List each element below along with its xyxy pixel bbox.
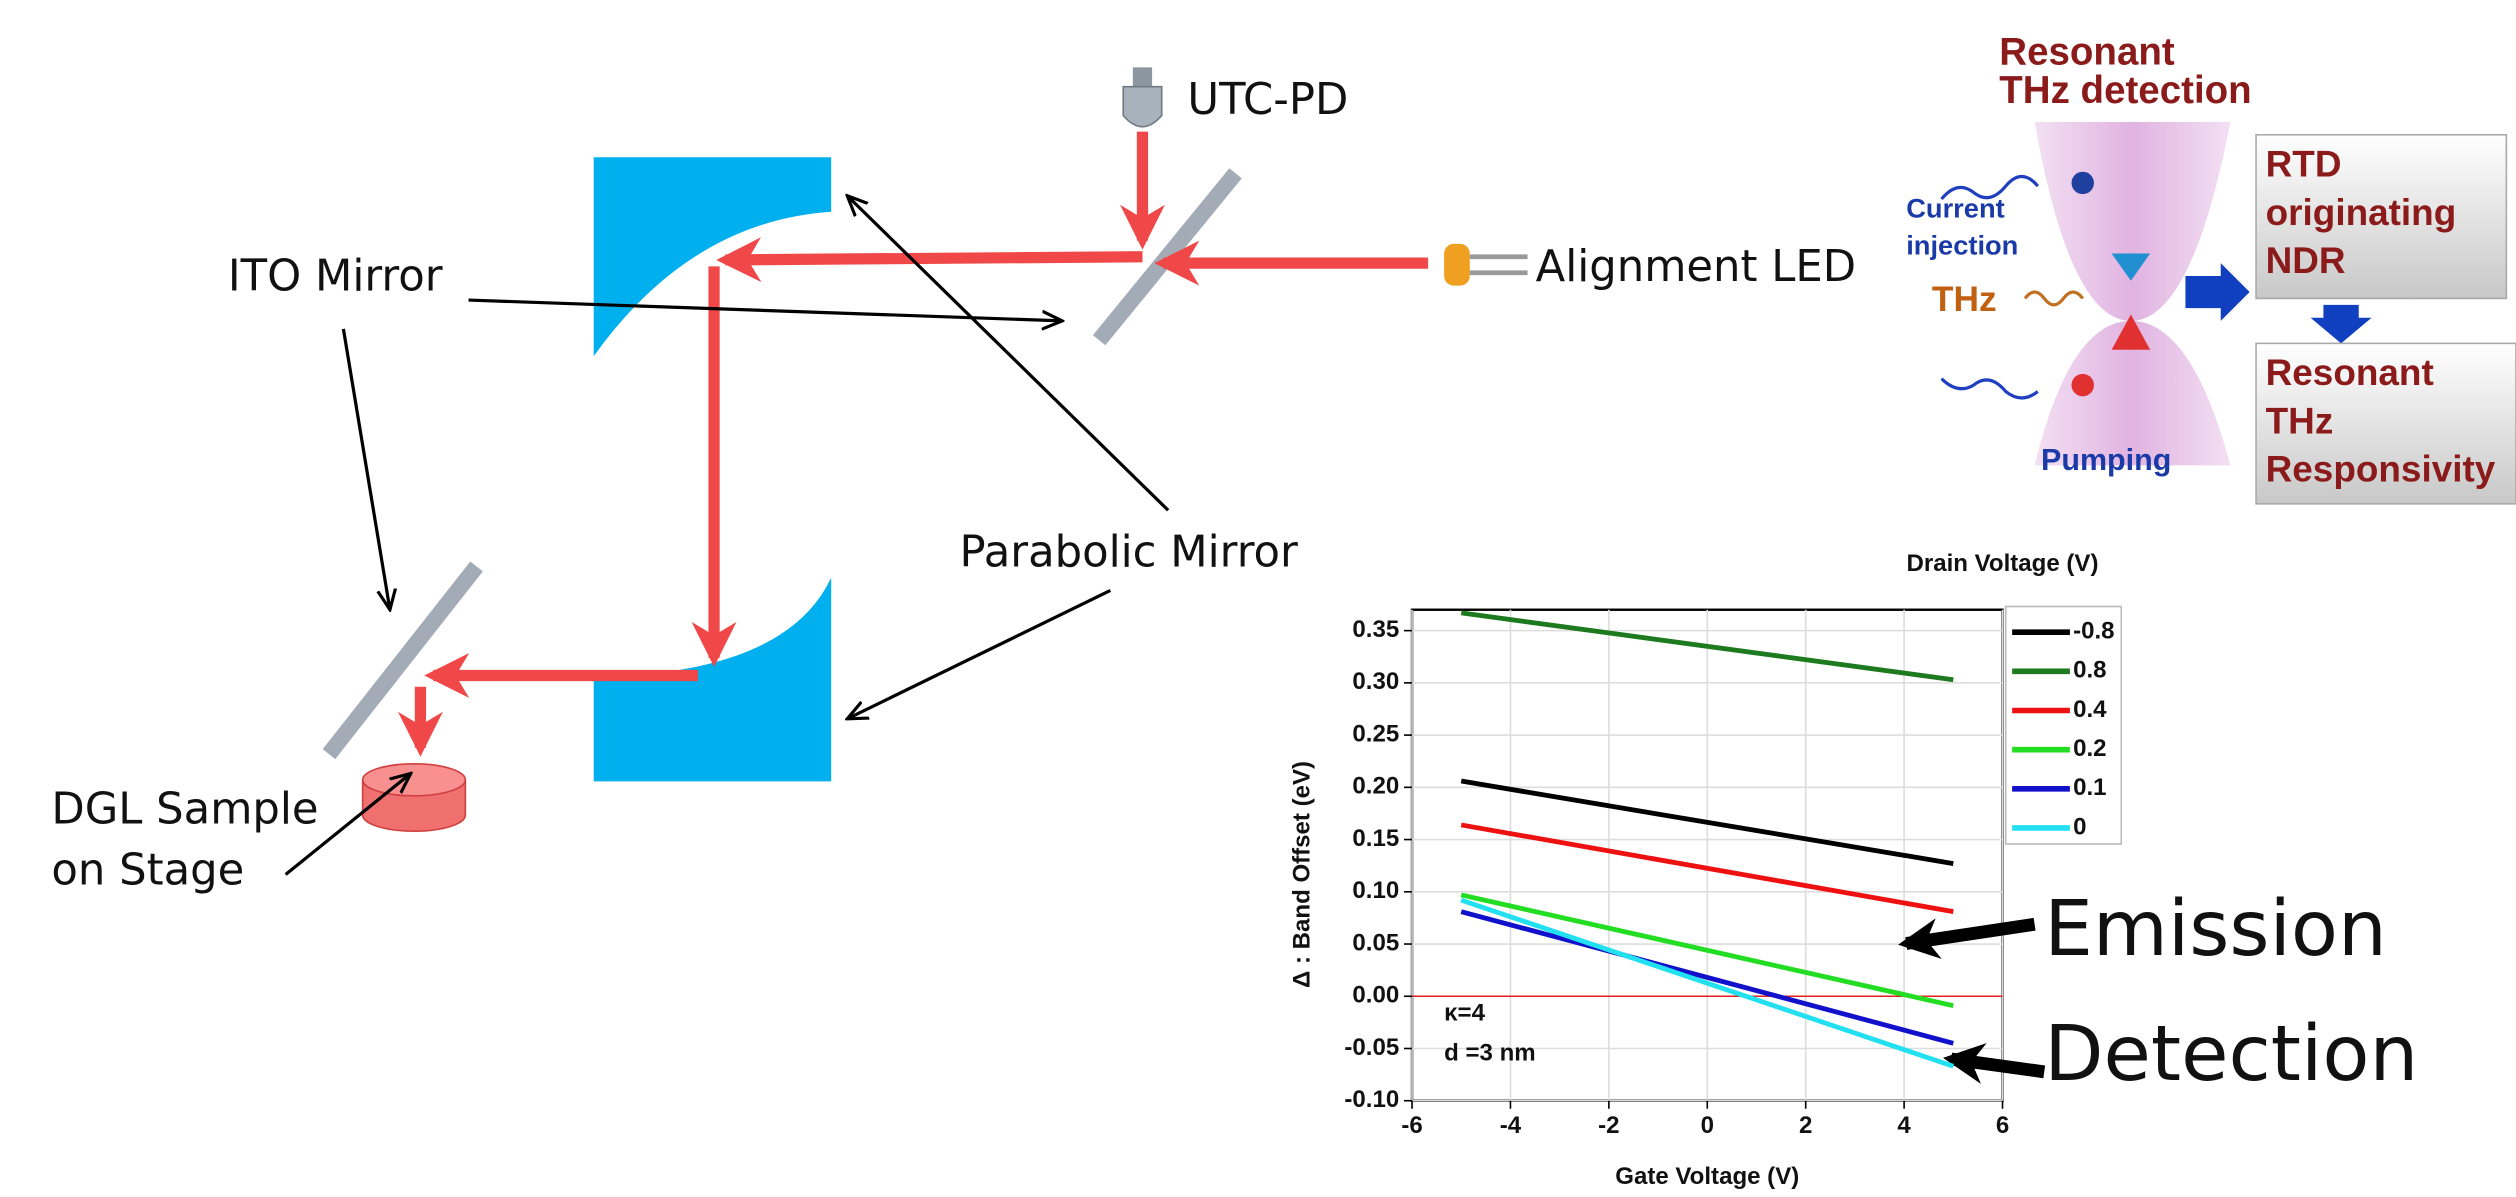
sample: [363, 764, 466, 831]
slide: ITO Mirror UTC-PD Alignment LED Paraboli…: [0, 0, 2516, 1197]
y-tick-label: 0.30: [1352, 668, 1399, 695]
x-tick-label: 4: [1897, 1112, 1911, 1139]
legend-label: 0.4: [2073, 696, 2107, 723]
led-icon: [1444, 244, 1527, 286]
beam: [420, 132, 1428, 748]
inset-label: Current: [1906, 192, 2004, 223]
annotation: Detection: [2044, 1010, 2418, 1099]
x-axis-title: Gate Voltage (V): [1615, 1163, 1799, 1190]
x-tick-label: -6: [1401, 1112, 1422, 1139]
legend-label: -0.8: [2073, 618, 2114, 645]
legend-title: Drain Voltage (V): [1907, 550, 2099, 577]
y-tick-label: 0.10: [1352, 877, 1399, 904]
page: {"diagram":{"ito_mirror":"ITO Mirror","u…: [0, 0, 2516, 1197]
inset-label: Pumping: [2041, 443, 2171, 477]
inset-label: THz: [1932, 280, 1997, 319]
label: DGL Sample: [51, 784, 318, 834]
label: ITO Mirror: [228, 252, 443, 302]
inset-box-text: Responsivity: [2266, 448, 2496, 489]
inset: Resonant THz detection Current injection…: [1906, 31, 2516, 504]
legend-label: 0.1: [2073, 774, 2106, 801]
annotation: κ=4: [1444, 999, 1485, 1026]
label: Alignment LED: [1536, 242, 1857, 292]
label: UTC-PD: [1187, 75, 1348, 125]
chart: Gate Voltage (V) Δ : Band Offset (eV) Dr…: [1288, 550, 2418, 1190]
legend-label: 0: [2073, 813, 2086, 840]
x-tick-label: 6: [1996, 1112, 2009, 1139]
y-tick-label: -0.05: [1344, 1034, 1399, 1061]
y-tick-label: -0.10: [1344, 1086, 1399, 1113]
inset-title: Resonant: [1999, 31, 2175, 74]
inset-box-text: originating: [2266, 192, 2457, 233]
legend-label: 0.8: [2073, 657, 2106, 684]
utc-pd-icon: [1123, 67, 1162, 126]
annotation: d =3 nm: [1444, 1040, 1536, 1067]
ito-mirror: [329, 566, 477, 754]
inset-box-text: Resonant: [2266, 352, 2434, 393]
y-tick-label: 0.25: [1352, 720, 1399, 747]
inset-box-text: NDR: [2266, 240, 2346, 281]
x-tick-label: 0: [1701, 1112, 1714, 1139]
y-tick-label: 0.00: [1352, 982, 1399, 1009]
label: on Stage: [51, 845, 244, 895]
inset-title: THz detection: [1999, 69, 2251, 112]
label: Parabolic Mirror: [960, 528, 1299, 578]
x-tick-label: 2: [1799, 1112, 1812, 1139]
y-tick-label: 0.05: [1352, 929, 1399, 956]
y-tick-label: 0.15: [1352, 825, 1399, 852]
inset-label: injection: [1906, 229, 2018, 260]
legend-label: 0.2: [2073, 735, 2106, 762]
y-tick-label: 0.35: [1352, 616, 1399, 643]
inset-box-text: THz: [2266, 400, 2334, 441]
y-axis-title: Δ : Band Offset (eV): [1288, 761, 1315, 988]
y-tick-label: 0.20: [1352, 773, 1399, 800]
x-tick-label: -4: [1500, 1112, 1522, 1139]
annotation: Emission: [2044, 885, 2387, 974]
x-tick-label: -2: [1598, 1112, 1619, 1139]
inset-box-text: RTD: [2266, 144, 2342, 185]
